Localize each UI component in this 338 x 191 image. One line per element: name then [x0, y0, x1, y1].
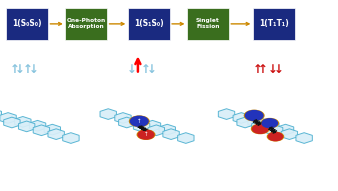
FancyBboxPatch shape	[253, 8, 295, 40]
FancyBboxPatch shape	[128, 8, 170, 40]
Polygon shape	[163, 129, 179, 139]
Polygon shape	[144, 120, 161, 131]
FancyBboxPatch shape	[65, 8, 107, 40]
Polygon shape	[119, 117, 135, 128]
Polygon shape	[19, 121, 35, 132]
Circle shape	[268, 133, 283, 141]
Polygon shape	[44, 124, 61, 135]
Text: ↑: ↑	[252, 63, 263, 76]
Text: ↑: ↑	[144, 132, 148, 137]
Circle shape	[137, 129, 155, 140]
Circle shape	[245, 111, 263, 121]
Polygon shape	[29, 120, 46, 131]
Circle shape	[267, 132, 284, 142]
Polygon shape	[237, 117, 253, 128]
Circle shape	[129, 115, 150, 127]
Polygon shape	[63, 133, 79, 143]
Text: ↓: ↓	[273, 63, 284, 76]
Text: ↓: ↓	[146, 63, 156, 76]
Polygon shape	[0, 113, 16, 123]
Text: ↑: ↑	[9, 63, 19, 76]
Text: Singlet
Fission: Singlet Fission	[196, 18, 220, 29]
Circle shape	[138, 130, 154, 139]
Text: One-Photon
Absorption: One-Photon Absorption	[67, 18, 106, 29]
Circle shape	[251, 124, 270, 134]
Text: ↑: ↑	[23, 63, 33, 76]
FancyBboxPatch shape	[187, 8, 229, 40]
Polygon shape	[266, 125, 283, 136]
FancyBboxPatch shape	[6, 8, 48, 40]
Text: 1(T₁T₁): 1(T₁T₁)	[259, 19, 289, 28]
Polygon shape	[281, 129, 297, 139]
Polygon shape	[178, 133, 194, 143]
Polygon shape	[233, 113, 249, 123]
Text: ↓: ↓	[15, 63, 25, 76]
Text: ↑: ↑	[137, 119, 142, 124]
Polygon shape	[48, 129, 64, 139]
Polygon shape	[115, 113, 131, 123]
Text: ↓: ↓	[268, 63, 278, 76]
Text: ↓: ↓	[127, 63, 137, 76]
Text: ↓: ↓	[28, 63, 39, 76]
Text: ↑: ↑	[258, 63, 268, 76]
Circle shape	[260, 118, 279, 129]
Circle shape	[244, 110, 265, 121]
Polygon shape	[218, 109, 235, 119]
Polygon shape	[0, 109, 1, 119]
Polygon shape	[134, 121, 150, 132]
Polygon shape	[277, 124, 294, 135]
Polygon shape	[252, 121, 268, 132]
Text: 1(S₁S₀): 1(S₁S₀)	[134, 19, 164, 28]
Polygon shape	[4, 117, 20, 128]
Polygon shape	[15, 117, 31, 127]
Text: ↑: ↑	[140, 63, 150, 76]
Circle shape	[262, 119, 277, 128]
Polygon shape	[33, 125, 50, 136]
Text: 1(S₀S₀): 1(S₀S₀)	[12, 19, 42, 28]
Polygon shape	[296, 133, 312, 143]
Polygon shape	[248, 117, 264, 127]
Polygon shape	[100, 109, 116, 119]
Polygon shape	[129, 117, 146, 127]
Polygon shape	[148, 125, 165, 136]
Circle shape	[252, 125, 268, 133]
Polygon shape	[263, 120, 279, 131]
Circle shape	[130, 116, 148, 126]
Polygon shape	[159, 124, 175, 135]
